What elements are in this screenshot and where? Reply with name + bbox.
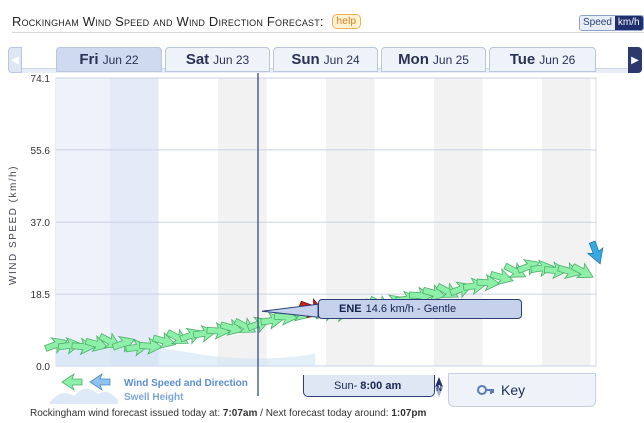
cursor-day: Sun xyxy=(334,379,354,392)
tab-day-name: Mon xyxy=(398,51,429,68)
wind-arrow xyxy=(570,262,594,279)
wind-arrow xyxy=(557,261,582,279)
page-title: Rockingham Wind Speed and Wind Direction… xyxy=(12,14,362,29)
prev-day-button[interactable]: ◀ xyxy=(8,47,22,73)
wind-arrow-shape xyxy=(57,336,83,355)
callout-text: 14.6 km/h - Gentle xyxy=(365,303,457,315)
wind-arrow-legend-icon xyxy=(61,372,83,392)
wind-arrow xyxy=(543,261,569,280)
tab-mon[interactable]: Mon Jun 25 xyxy=(381,47,486,72)
cursor-sep: - xyxy=(353,379,358,392)
wind-arrow xyxy=(71,337,96,356)
wind-arrow-shape xyxy=(530,259,555,278)
swell-legend-icon xyxy=(50,388,118,404)
tab-date: Jun 25 xyxy=(432,52,469,67)
wind-arrow-shape xyxy=(84,334,109,353)
chevron-left-icon: ◀ xyxy=(11,54,19,66)
wind-callout: ENE 14.6 km/h - Gentle xyxy=(318,299,522,319)
title-text: Rockingham Wind Speed and Wind Direction… xyxy=(12,14,324,29)
wind-arrow-shape xyxy=(503,261,527,278)
speed-unit-toggle[interactable]: Speed km/h xyxy=(579,15,644,31)
tab-sat[interactable]: Sat Jun 23 xyxy=(165,47,270,72)
tab-date: Jun 22 xyxy=(102,52,139,67)
wind-arrow xyxy=(138,337,164,355)
chevron-right-icon: ▶ xyxy=(631,54,639,66)
y-tick-label: 18.5 xyxy=(31,290,51,301)
wind-arrow xyxy=(206,321,231,340)
wind-arrow-shape xyxy=(586,240,604,265)
wind-arrow-shape xyxy=(152,331,177,349)
wind-arrow xyxy=(111,336,136,353)
wind-arrow-shape xyxy=(476,273,501,292)
swell-area xyxy=(56,346,316,366)
legend-swell: Swell Height xyxy=(124,392,184,403)
wind-arrow-shape xyxy=(489,268,514,286)
tab-date: Jun 23 xyxy=(213,52,250,67)
wind-arrow-shape xyxy=(138,337,164,355)
wind-arrow-shape xyxy=(71,337,96,356)
y-tick-label: 37.0 xyxy=(31,218,51,229)
legend-graphic xyxy=(50,372,118,404)
help-button[interactable]: help xyxy=(331,14,362,29)
cursor-time-label[interactable]: Sun - 8:00 am xyxy=(303,375,435,397)
tab-day-name: Fri xyxy=(79,51,99,68)
wind-arrow xyxy=(586,240,604,265)
wind-arrow xyxy=(152,331,177,349)
compass-icon: N xyxy=(435,377,443,397)
wind-arrow-shape xyxy=(219,318,244,336)
wind-arrow xyxy=(476,273,501,292)
footer-mid: / Next forecast today around: xyxy=(260,408,389,419)
tab-tue[interactable]: Tue Jun 26 xyxy=(489,47,596,72)
y-tick-label: 0.0 xyxy=(36,362,50,373)
wind-arrow-shape xyxy=(516,259,541,276)
wind-arrow-alt-legend-icon xyxy=(89,372,111,392)
forecast-footer: Rockingham wind forecast issued today at… xyxy=(30,408,426,419)
title-divider xyxy=(12,32,644,33)
y-tick-label: 55.6 xyxy=(31,146,51,157)
wind-arrow xyxy=(219,318,244,336)
tab-day-name: Sat xyxy=(185,51,210,68)
key-button[interactable]: Key xyxy=(448,373,596,407)
wind-arrow xyxy=(84,334,109,353)
tab-day-name: Sun xyxy=(291,51,320,68)
tab-date: Jun 24 xyxy=(323,52,360,67)
wind-arrow-shape xyxy=(44,337,69,354)
wind-arrow xyxy=(489,268,514,286)
wind-arrow-shape xyxy=(557,261,582,279)
wind-arrow-shape xyxy=(570,262,594,279)
wind-arrow-shape xyxy=(111,336,136,353)
tab-date: Jun 26 xyxy=(539,52,576,67)
tab-fri[interactable]: Fri Jun 22 xyxy=(56,47,162,72)
wind-arrow xyxy=(530,259,555,278)
swell-series xyxy=(56,346,316,366)
legend: Wind Speed and Direction Swell Height xyxy=(124,377,248,405)
key-label: Key xyxy=(501,382,526,398)
tab-sun[interactable]: Sun Jun 24 xyxy=(273,47,378,72)
unit-value[interactable]: km/h xyxy=(614,16,643,30)
footer-prefix: Rockingham wind forecast issued today at… xyxy=(30,408,221,419)
wind-arrow xyxy=(503,261,527,278)
y-tick-label: 74.1 xyxy=(31,74,51,85)
unit-label: Speed xyxy=(580,16,615,30)
wind-arrow xyxy=(516,259,541,276)
compass-letter: N xyxy=(436,384,442,393)
callout-direction: ENE xyxy=(339,303,362,315)
key-icon xyxy=(477,385,494,395)
legend-wind: Wind Speed and Direction xyxy=(124,378,248,389)
tab-day-name: Tue xyxy=(509,51,536,68)
next-day-button[interactable]: ▶ xyxy=(628,47,642,73)
wind-arrow-shape xyxy=(206,321,231,340)
cursor-time: 8:00 am xyxy=(360,379,402,392)
day-tabs: Fri Jun 22 Sat Jun 23 Sun Jun 24 Mon Jun… xyxy=(56,47,596,73)
y-ticks: 74.1 55.6 37.0 18.5 0.0 xyxy=(31,74,51,373)
wind-arrow-shape xyxy=(543,261,569,280)
wind-arrow xyxy=(44,337,69,354)
wind-arrow xyxy=(57,336,83,355)
issued-time: 7:07am xyxy=(222,408,258,419)
next-forecast-time: 1:07pm xyxy=(391,408,427,419)
